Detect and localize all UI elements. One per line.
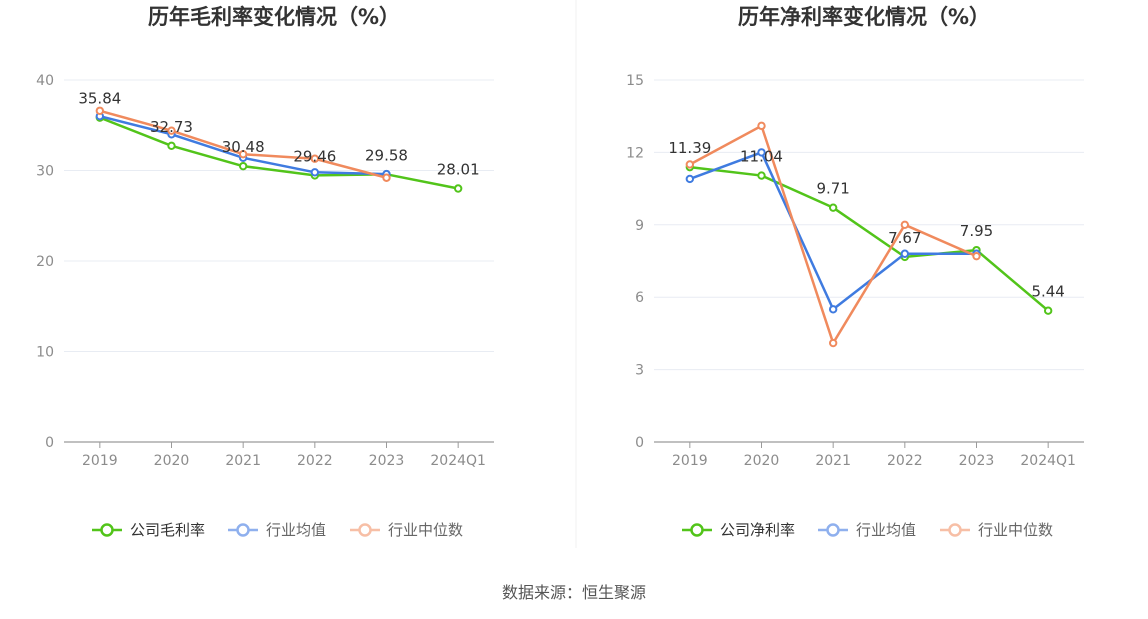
data-point [685, 160, 695, 169]
y-tick-label: 10 [36, 345, 54, 361]
y-tick-label: 15 [626, 73, 644, 89]
data-label: 29.46 [293, 147, 336, 165]
chart-title: 历年毛利率变化情况（%） [148, 5, 400, 29]
legend-swatch-marker [100, 523, 114, 537]
data-point [310, 168, 320, 177]
data-label: 7.67 [888, 229, 921, 247]
data-label: 5.44 [1031, 283, 1064, 301]
data-point [95, 106, 105, 115]
x-tick-label: 2021 [815, 453, 851, 469]
x-tick-label: 2024Q1 [430, 453, 486, 469]
legend-label: 公司毛利率 [130, 521, 205, 539]
y-tick-label: 20 [36, 254, 54, 270]
y-tick-label: 40 [36, 73, 54, 89]
data-point [757, 121, 766, 131]
series-line [689, 165, 1049, 312]
series-2 [685, 148, 981, 314]
chart-2: 历年净利率变化情况（%） 0 3 6 9 12 15 2019 2020 2021 2022 2023… [626, 5, 1084, 539]
x-tick-label: 2023 [959, 453, 995, 469]
legend-swatch-marker [236, 523, 250, 537]
legend-swatch-marker [358, 523, 372, 537]
data-point [167, 126, 176, 135]
y-tick-label: 9 [635, 218, 644, 234]
data-point [900, 249, 910, 258]
data-label: 7.95 [960, 222, 993, 240]
y-tick-label: 0 [45, 435, 54, 451]
source-text: 数据来源：恒生聚源 [502, 583, 646, 602]
data-label: 9.71 [816, 180, 849, 198]
data-point [757, 171, 766, 180]
legend-label: 行业均值 [266, 521, 326, 539]
data-point [382, 173, 391, 182]
legend-item-2: 行业均值 [818, 521, 916, 539]
legend-label: 行业中位数 [388, 521, 463, 539]
x-tick-label: 2019 [672, 453, 708, 469]
data-point [238, 161, 248, 171]
x-tick-label: 2023 [369, 453, 405, 469]
data-point [167, 141, 176, 150]
legend-item-3: 行业中位数 [350, 521, 463, 539]
x-tick-label: 2021 [225, 453, 261, 469]
x-tick-label: 2019 [82, 453, 118, 469]
chart-title: 历年净利率变化情况（%） [738, 5, 990, 29]
data-label: 11.39 [668, 139, 711, 157]
x-tick-label: 2022 [887, 453, 923, 469]
x-tick-label: 2020 [744, 453, 780, 469]
legend-item-1: 公司毛利率 [92, 521, 205, 539]
data-point [1043, 306, 1053, 315]
legend-label: 公司净利率 [720, 521, 795, 539]
data-point [900, 220, 910, 230]
x-tick-label: 2020 [154, 453, 190, 469]
data-point [828, 305, 838, 314]
legend-swatch-marker [690, 523, 704, 537]
series-line [689, 151, 977, 311]
data-point [828, 338, 838, 348]
series-3 [685, 121, 981, 348]
series-3 [95, 106, 391, 182]
data-point [828, 203, 838, 212]
data-point [310, 154, 320, 163]
data-label: 32.73 [150, 118, 193, 136]
data-point [972, 251, 981, 261]
data-label: 29.58 [365, 146, 408, 164]
legend-item-3: 行业中位数 [940, 521, 1053, 539]
y-tick-label: 3 [635, 363, 644, 379]
data-point [238, 150, 248, 159]
data-point [757, 148, 766, 157]
series-1 [685, 162, 1053, 315]
y-tick-label: 12 [626, 145, 644, 161]
data-label: 35.84 [78, 90, 121, 108]
data-label: 30.48 [222, 138, 265, 156]
data-point [685, 174, 695, 184]
data-label: 28.01 [437, 161, 480, 179]
y-tick-label: 6 [635, 290, 644, 306]
series-line [99, 116, 459, 190]
x-tick-label: 2022 [297, 453, 333, 469]
legend-item-1: 公司净利率 [682, 521, 795, 539]
x-tick-label: 2024Q1 [1020, 453, 1076, 469]
legend-swatch-marker [948, 523, 962, 537]
data-label: 11.04 [740, 148, 783, 166]
legend-label: 行业中位数 [978, 521, 1053, 539]
y-tick-label: 30 [36, 164, 54, 180]
chart-1: 历年毛利率变化情况（%） 0 10 20 30 40 2019 2020 2021 2022 202… [36, 5, 494, 539]
legend-label: 行业均值 [856, 521, 916, 539]
legend-item-2: 行业均值 [228, 521, 326, 539]
data-point [453, 184, 463, 193]
legend-swatch-marker [826, 523, 840, 537]
y-tick-label: 0 [635, 435, 644, 451]
